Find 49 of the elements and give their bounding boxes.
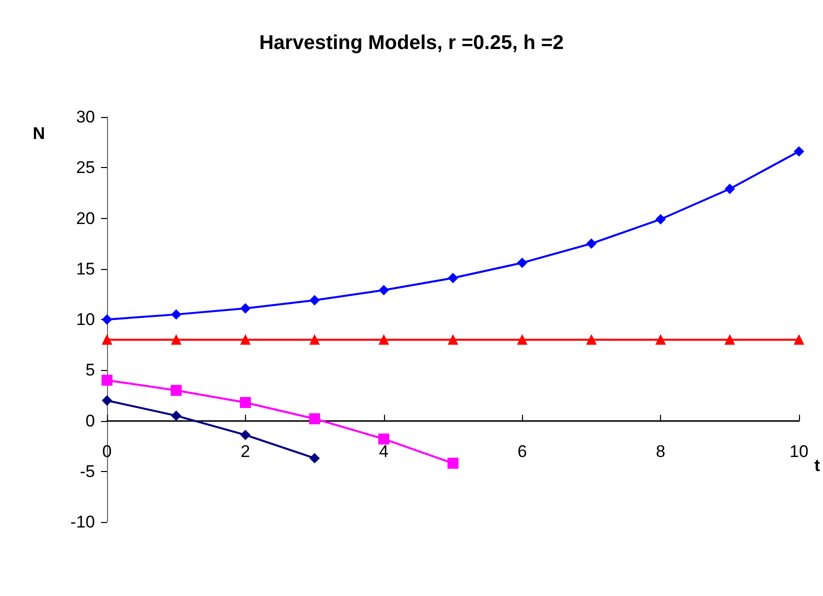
point: [102, 396, 112, 406]
point: [240, 397, 251, 408]
point: [171, 309, 182, 320]
point: [656, 214, 666, 224]
point: [310, 334, 320, 345]
y-tick-label: -10: [70, 512, 95, 532]
y-tick-label: -5: [80, 462, 95, 481]
y-tick-label: 0: [86, 411, 95, 430]
x-tick-label: 4: [379, 442, 389, 461]
point: [724, 184, 735, 194]
x-tick-label: 8: [656, 442, 666, 461]
point: [586, 238, 596, 249]
y-tick-label: 5: [86, 360, 95, 380]
y-tick-label: 15: [76, 259, 95, 278]
y-tick-label: 25: [76, 158, 95, 178]
y-axis-title: N: [32, 124, 45, 143]
point: [240, 334, 250, 345]
point: [448, 334, 458, 345]
point: [448, 272, 458, 283]
point: [171, 410, 182, 421]
x-tick-label: 2: [240, 442, 250, 461]
point: [171, 334, 182, 345]
y-tick-label: 20: [76, 208, 95, 228]
point: [310, 295, 320, 306]
point: [517, 334, 528, 345]
chart-title: Harvesting Models, r =0.25, h =2: [259, 32, 564, 54]
point: [794, 146, 804, 156]
point: [724, 334, 735, 345]
point: [517, 258, 528, 268]
point: [310, 453, 320, 464]
point: [656, 334, 666, 345]
x-tick-label: 10: [790, 442, 808, 461]
point: [102, 314, 112, 324]
point: [102, 334, 112, 345]
point: [102, 374, 112, 386]
point: [378, 285, 389, 296]
point: [240, 430, 250, 440]
point: [378, 334, 389, 345]
x-tick-label: 6: [517, 442, 527, 461]
point: [447, 458, 458, 469]
point: [378, 433, 390, 444]
point: [586, 334, 596, 345]
x-axis-title: t: [814, 456, 820, 475]
point: [170, 384, 182, 396]
point: [794, 334, 804, 345]
point: [309, 413, 320, 424]
y-tick-label: 30: [76, 108, 95, 126]
point: [240, 303, 250, 314]
y-tick-label: 10: [76, 310, 95, 329]
